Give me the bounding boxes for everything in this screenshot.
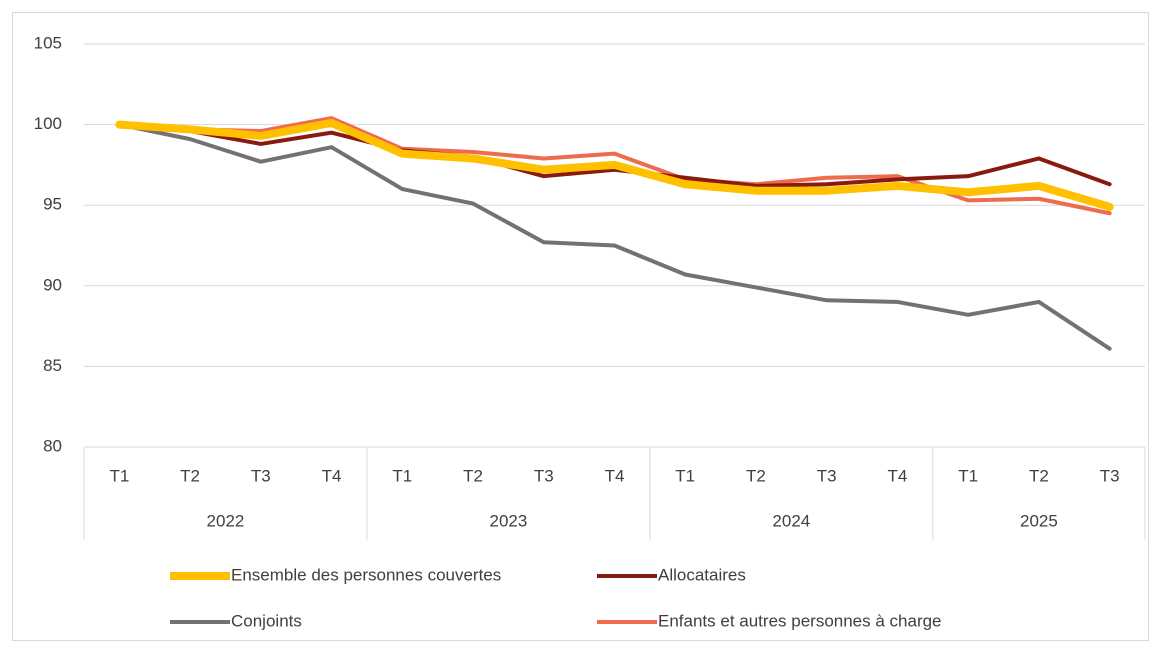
x-tick-label: T4: [605, 466, 625, 485]
x-tick-label: T3: [534, 466, 554, 485]
x-tick-label: T3: [817, 466, 837, 485]
group-label: 2025: [1020, 511, 1058, 530]
y-tick-label: 90: [43, 275, 62, 294]
group-label: 2022: [207, 511, 245, 530]
x-tick-label: T2: [1029, 466, 1049, 485]
chart-border: [12, 12, 1149, 641]
x-tick-label: T4: [888, 466, 908, 485]
x-tick-label: T2: [463, 466, 483, 485]
x-tick-label: T3: [1100, 466, 1120, 485]
legend-label: Enfants et autres personnes à charge: [658, 611, 942, 630]
group-label: 2023: [489, 511, 527, 530]
y-tick-label: 80: [43, 436, 62, 455]
series-line: [117, 122, 1112, 351]
y-tick-label: 105: [34, 33, 62, 52]
x-tick-label: T2: [746, 466, 766, 485]
legend-label: Ensemble des personnes couvertes: [231, 565, 501, 584]
series-line: [115, 118, 1114, 211]
group-label: 2024: [772, 511, 810, 530]
x-tick-label: T1: [958, 466, 978, 485]
legend-label: Conjoints: [231, 611, 302, 630]
x-tick-label: T3: [251, 466, 271, 485]
x-tick-label: T4: [322, 466, 342, 485]
y-tick-label: 85: [43, 356, 62, 375]
y-tick-label: 95: [43, 195, 62, 214]
series-line: [117, 122, 1112, 188]
x-tick-label: T1: [675, 466, 695, 485]
legend-label: Allocataires: [658, 565, 746, 584]
x-tick-label: T1: [392, 466, 412, 485]
y-tick-label: 100: [34, 114, 62, 133]
x-tick-label: T2: [180, 466, 200, 485]
x-tick-label: T1: [109, 466, 129, 485]
